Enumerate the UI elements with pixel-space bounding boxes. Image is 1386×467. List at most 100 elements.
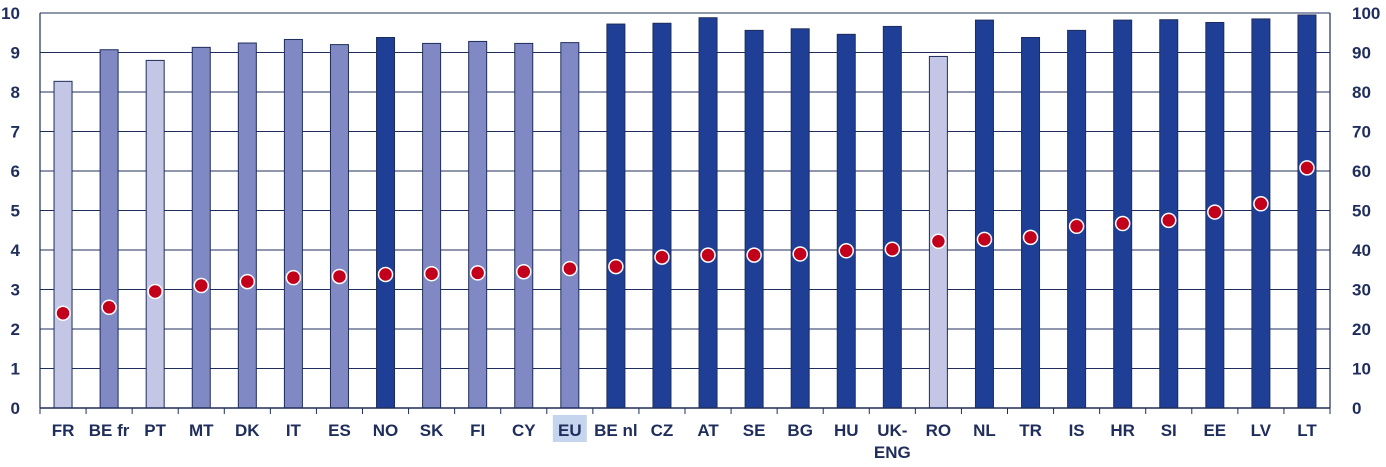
category-label: AT bbox=[697, 421, 719, 440]
category-label: EU bbox=[558, 421, 582, 440]
y-tick-label: 0 bbox=[11, 399, 20, 418]
marker-dk bbox=[239, 273, 256, 290]
marker-nl bbox=[976, 231, 993, 248]
bar-cz bbox=[652, 22, 672, 409]
bar-it bbox=[283, 38, 303, 409]
marker-fi bbox=[469, 265, 486, 281]
category-label: SE bbox=[743, 421, 766, 440]
bar-be-nl bbox=[606, 23, 626, 409]
bar-bg bbox=[790, 28, 810, 409]
marker-ee bbox=[1207, 204, 1223, 220]
y2-tick-label: 30 bbox=[1352, 281, 1371, 300]
y-tick-label: 8 bbox=[11, 83, 20, 102]
bar-no bbox=[376, 36, 396, 409]
category-label: HR bbox=[1110, 421, 1135, 440]
bar-lv bbox=[1251, 18, 1271, 409]
category-label: FR bbox=[52, 421, 75, 440]
grid-lines bbox=[40, 12, 1330, 409]
marker-ro bbox=[930, 233, 947, 250]
marker-pt bbox=[147, 283, 163, 300]
marker-si bbox=[1161, 212, 1177, 229]
y2-tick-label: 0 bbox=[1352, 399, 1361, 418]
y-tick-label: 3 bbox=[11, 281, 20, 300]
marker-bg bbox=[792, 246, 808, 262]
marker-hu bbox=[838, 243, 854, 259]
bar-nl bbox=[974, 19, 994, 409]
bar-lt bbox=[1297, 14, 1317, 409]
bar-be-fr bbox=[99, 49, 119, 409]
bar-se bbox=[744, 29, 764, 409]
eu-highlight bbox=[552, 415, 587, 442]
y2-tick-label: 40 bbox=[1352, 241, 1371, 260]
bar-dk bbox=[237, 42, 257, 409]
marker-se bbox=[746, 247, 762, 263]
bar-cy bbox=[514, 42, 534, 409]
category-label: BE nl bbox=[594, 421, 637, 440]
y2-tick-label: 10 bbox=[1352, 360, 1371, 379]
bar-sk bbox=[422, 42, 442, 409]
y-tick-label: 9 bbox=[11, 44, 20, 63]
category-label: IT bbox=[286, 421, 302, 440]
y-tick-label: 1 bbox=[11, 360, 20, 379]
category-label: MT bbox=[189, 421, 214, 440]
bar-hr bbox=[1113, 19, 1133, 409]
marker-mt bbox=[193, 277, 209, 294]
left-axis-ticks: 0 1 2 3 4 5 6 7 8 9 10 bbox=[1, 4, 20, 418]
marker-series bbox=[55, 160, 1315, 321]
marker-cz bbox=[654, 249, 670, 265]
category-label: RO bbox=[926, 421, 952, 440]
y-tick-label: 6 bbox=[11, 162, 20, 181]
y-tick-label: 2 bbox=[11, 320, 20, 339]
marker-lt bbox=[1299, 160, 1315, 176]
bar-pt bbox=[145, 59, 165, 409]
category-label: HU bbox=[834, 421, 859, 440]
marker-is bbox=[1068, 218, 1085, 235]
category-labels: FR BE fr PT MT DK IT ES NO SK FI CY EU BE nl CZ AT SE BG… bbox=[52, 415, 1317, 462]
marker-no bbox=[377, 266, 394, 283]
right-axis-ticks: 0 10 20 30 40 50 60 70 80 90 100 bbox=[1352, 4, 1380, 418]
category-label: BG bbox=[787, 421, 813, 440]
category-label: LV bbox=[1251, 421, 1272, 440]
bar-fr bbox=[53, 80, 73, 409]
y-tick-label: 7 bbox=[11, 123, 20, 142]
bar-series bbox=[53, 14, 1317, 409]
axes bbox=[39, 13, 1331, 414]
marker-be-fr bbox=[101, 299, 117, 316]
bar-fi bbox=[468, 40, 488, 409]
y2-tick-label: 50 bbox=[1352, 202, 1371, 221]
y2-tick-label: 70 bbox=[1352, 123, 1371, 142]
marker-be-nl bbox=[608, 258, 624, 275]
bar-tr bbox=[1021, 36, 1041, 409]
marker-sk bbox=[423, 265, 440, 282]
category-label: SI bbox=[1161, 421, 1177, 440]
y2-tick-label: 100 bbox=[1352, 4, 1380, 23]
bar-uk-eng bbox=[882, 25, 902, 409]
y2-tick-label: 20 bbox=[1352, 320, 1371, 339]
bar-hu bbox=[836, 33, 856, 409]
marker-uk-eng bbox=[884, 241, 901, 257]
category-label: TR bbox=[1019, 421, 1042, 440]
marker-fr bbox=[55, 305, 71, 321]
y2-tick-label: 90 bbox=[1352, 44, 1371, 63]
category-label: IS bbox=[1069, 421, 1085, 440]
category-label: BE fr bbox=[89, 421, 130, 440]
marker-eu bbox=[562, 260, 578, 277]
marker-es bbox=[331, 268, 348, 285]
category-label: DK bbox=[235, 421, 260, 440]
category-label: CY bbox=[512, 421, 536, 440]
y-tick-label: 10 bbox=[1, 4, 20, 23]
category-label: EE bbox=[1203, 421, 1226, 440]
y-tick-label: 5 bbox=[11, 202, 20, 221]
bar-es bbox=[329, 44, 349, 409]
y2-tick-label: 80 bbox=[1352, 83, 1371, 102]
category-label: FI bbox=[470, 421, 485, 440]
category-label: PT bbox=[144, 421, 166, 440]
marker-cy bbox=[516, 263, 532, 280]
marker-it bbox=[285, 269, 302, 286]
marker-tr bbox=[1022, 229, 1039, 246]
marker-at bbox=[700, 247, 716, 263]
category-label: NO bbox=[373, 421, 399, 440]
category-label: LT bbox=[1297, 421, 1317, 440]
